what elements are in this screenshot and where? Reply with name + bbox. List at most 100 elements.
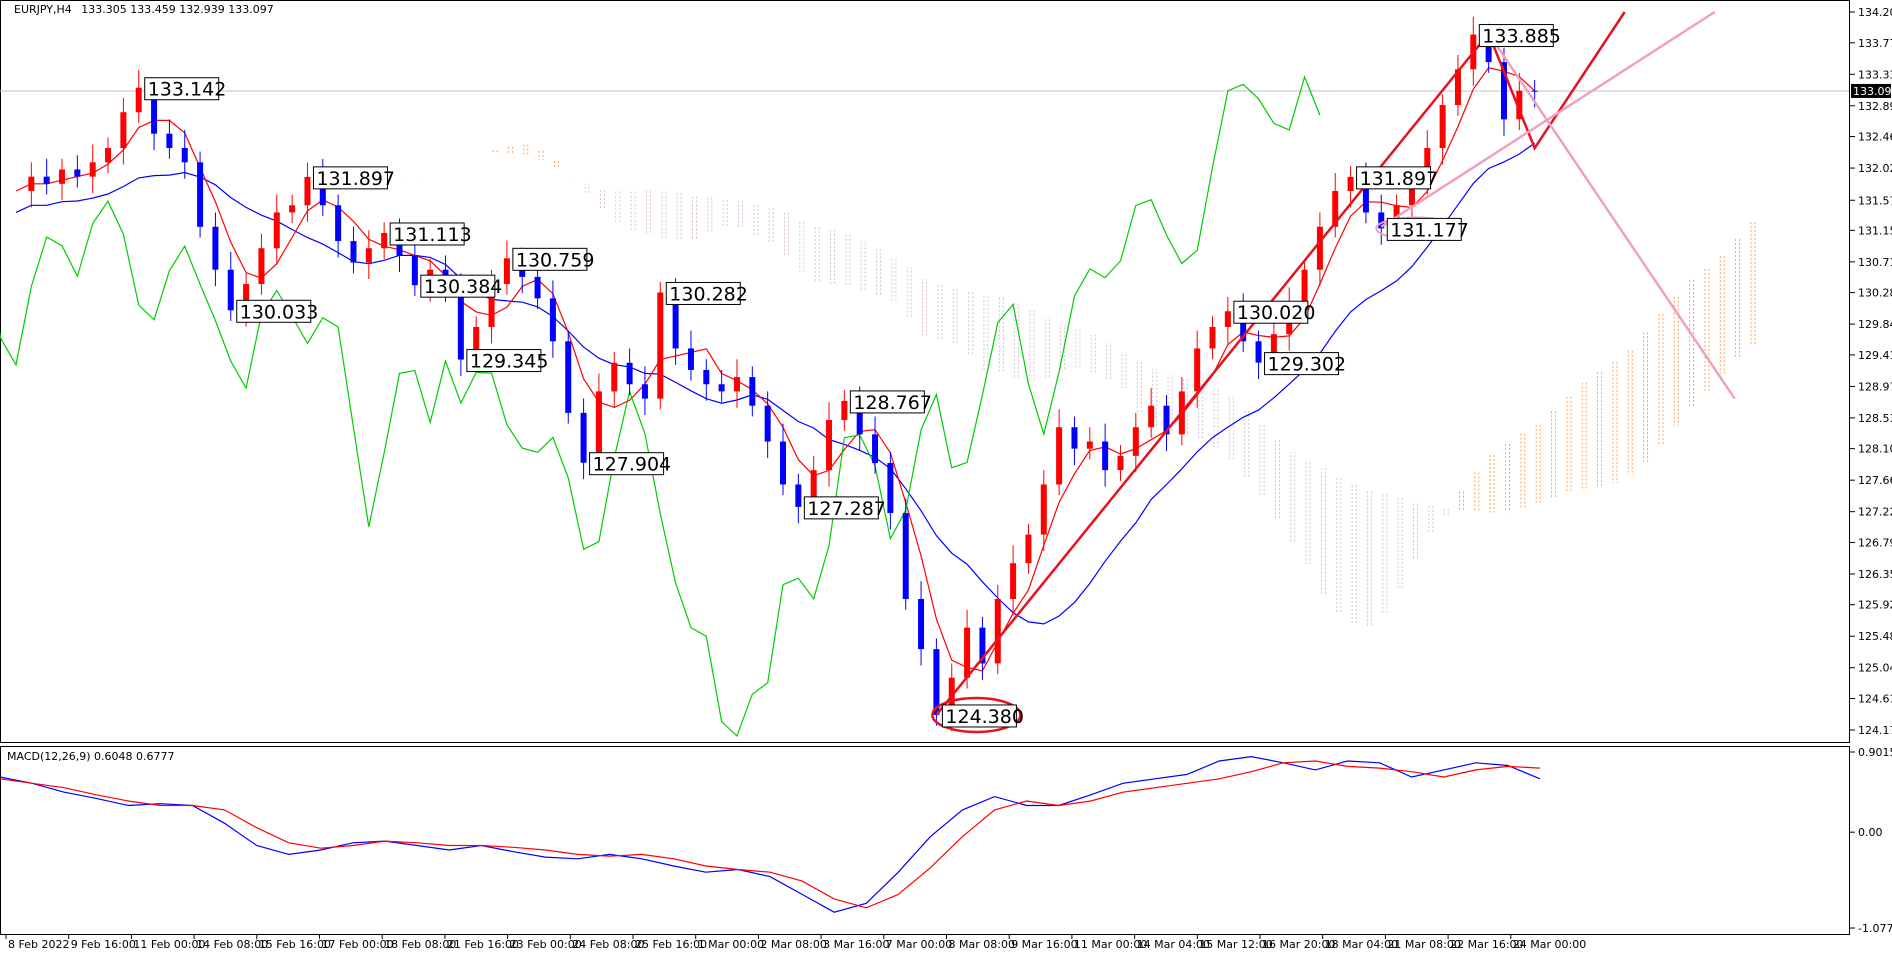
x-tick-label: 9 Mar 16:00 xyxy=(1011,938,1077,951)
y-tick-label: 126.790 xyxy=(1858,536,1892,549)
projection-zigzag xyxy=(1487,11,1626,151)
price-label: 131.177 xyxy=(1386,217,1469,241)
candle-body xyxy=(243,284,250,311)
x-tick-label: 22 Mar 16:00 xyxy=(1450,938,1523,951)
candle xyxy=(1516,72,1523,131)
candle-body xyxy=(1040,484,1047,535)
macd-y-tick-label: 0.00 xyxy=(1858,826,1883,839)
candle xyxy=(1378,194,1385,245)
candle xyxy=(565,330,572,424)
price-label-box xyxy=(941,704,1017,728)
macd-pane-frame xyxy=(0,746,1850,935)
candle-body xyxy=(780,441,786,485)
chikou-line xyxy=(0,75,1321,738)
candle xyxy=(902,498,909,610)
y-tick-label: 125.480 xyxy=(1858,630,1892,643)
candle-body xyxy=(1117,455,1124,471)
candle-body xyxy=(918,598,925,650)
candle xyxy=(549,280,556,358)
x-tick-label: 21 Mar 08:00 xyxy=(1387,938,1460,951)
candle-body xyxy=(59,169,66,184)
candle xyxy=(1132,412,1139,473)
price-label: 131.897 xyxy=(312,166,395,190)
candle-body xyxy=(1025,534,1032,564)
x-tick-label: 25 Feb 16:00 xyxy=(635,938,707,951)
candle-body xyxy=(657,292,664,399)
y-tick-label: 125.920 xyxy=(1858,599,1892,612)
candle xyxy=(135,69,142,123)
x-tick-label: 14 Feb 08:00 xyxy=(196,938,268,951)
candle xyxy=(273,194,280,265)
candle-body xyxy=(826,420,833,471)
candle-body xyxy=(703,369,710,385)
x-tick-label: 8 Mar 08:00 xyxy=(949,938,1015,951)
y-tick-label: 130.280 xyxy=(1858,287,1892,300)
candle-body xyxy=(381,232,388,249)
candle xyxy=(258,233,265,295)
candle xyxy=(1332,173,1339,238)
price-label-text: 129.345 xyxy=(470,351,549,373)
candle xyxy=(718,369,725,403)
candle-body xyxy=(1316,226,1323,270)
rising-trendline xyxy=(935,32,1490,716)
price-label-text: 127.904 xyxy=(593,454,672,476)
candle-body xyxy=(258,248,265,285)
candle xyxy=(1347,166,1354,208)
candle-body xyxy=(1240,311,1247,342)
price-label-box xyxy=(389,222,465,246)
candle xyxy=(1163,394,1170,451)
candle-body xyxy=(120,112,127,149)
candle-body xyxy=(28,176,35,191)
y-tick-label: 132.460 xyxy=(1858,131,1892,144)
current-price-label: 133.097 xyxy=(1853,85,1892,98)
price-label-text: 130.759 xyxy=(516,249,595,271)
candle-body xyxy=(74,169,81,177)
candle-body xyxy=(810,470,817,507)
y-tick-label: 127.660 xyxy=(1858,474,1892,487)
candle xyxy=(1148,387,1155,438)
candle-body xyxy=(89,162,96,177)
candle-body xyxy=(1378,212,1385,229)
candle xyxy=(1102,423,1109,487)
candle-body xyxy=(1086,441,1093,449)
price-label-box xyxy=(512,247,588,271)
price-label-text: 129.302 xyxy=(1268,354,1347,376)
candle-body xyxy=(304,176,311,206)
candle xyxy=(120,97,127,165)
x-tick-label: 21 Feb 16:00 xyxy=(447,938,519,951)
main-plot-area: 133.142 130.033 131.897 131.113 130.384 129.3… xyxy=(0,10,1849,738)
candle-body xyxy=(365,248,372,263)
candle-body xyxy=(1424,148,1431,184)
candle xyxy=(197,151,204,238)
candle xyxy=(74,155,81,188)
price-label: 124.380 xyxy=(941,704,1024,728)
price-label-text: 133.142 xyxy=(148,79,227,101)
price-label-box xyxy=(236,299,312,323)
candle-body xyxy=(1102,441,1109,471)
candle-body xyxy=(488,284,495,327)
price-label-text: 133.885 xyxy=(1482,26,1561,48)
pink-projection-line xyxy=(1487,32,1736,400)
candle xyxy=(1255,330,1262,380)
price-label-text: 131.897 xyxy=(1360,168,1439,190)
candle-body xyxy=(580,412,587,463)
candle-body xyxy=(1163,405,1170,435)
candle-body xyxy=(473,326,480,360)
candle xyxy=(657,281,664,410)
price-label-text: 130.020 xyxy=(1237,302,1316,324)
macd-y-tick-label: 0.9015 xyxy=(1858,746,1892,759)
ohlc-label: 133.305 133.459 132.939 133.097 xyxy=(81,3,273,16)
candle-body xyxy=(212,226,219,270)
price-label-text: 130.033 xyxy=(240,301,319,323)
x-tick-label: 15 Feb 16:00 xyxy=(259,938,331,951)
candle-body xyxy=(289,205,296,213)
y-tick-label: 129.840 xyxy=(1858,318,1892,331)
candle-body xyxy=(595,391,602,463)
price-label-box xyxy=(849,390,925,414)
macd-header: MACD(12,26,9) 0.6048 0.6777 xyxy=(7,750,175,763)
x-tick-label: 24 Mar 00:00 xyxy=(1513,938,1586,951)
candle xyxy=(780,423,786,496)
candle-body xyxy=(1454,69,1461,106)
candle-body xyxy=(718,384,725,392)
